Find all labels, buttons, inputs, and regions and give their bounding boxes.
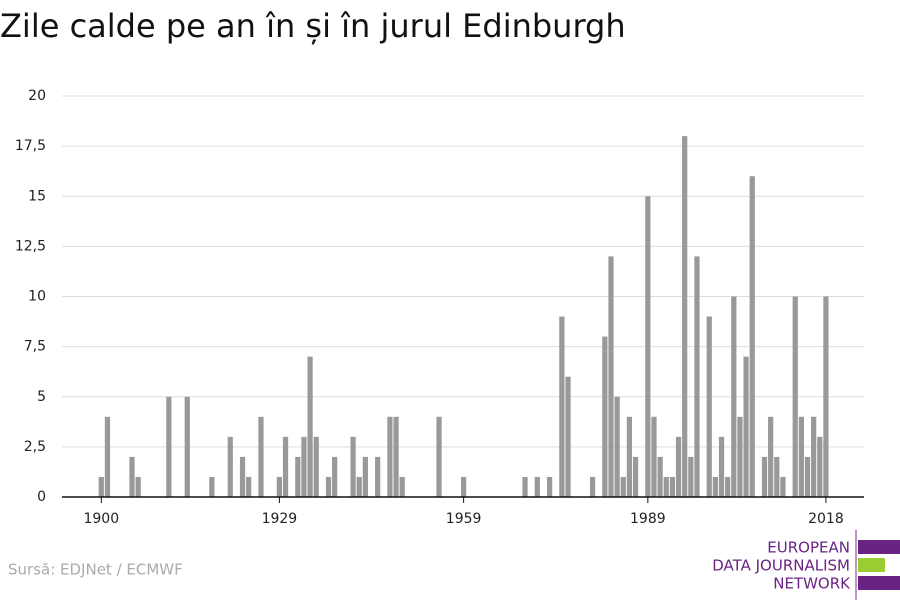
bar [276, 476, 282, 497]
bar [737, 416, 743, 497]
bar [387, 416, 393, 497]
bar [209, 476, 215, 497]
bar [694, 256, 700, 497]
bar [626, 416, 633, 497]
y-tick-label: 2,5 [24, 439, 46, 455]
y-tick-label: 0 [37, 489, 46, 505]
bar [350, 436, 356, 497]
chart-title: Zile calde pe an în și în jurul Edinburg… [0, 7, 626, 45]
bar [332, 456, 338, 497]
bar [227, 436, 233, 497]
bar [657, 456, 663, 497]
y-tick-label: 17,5 [15, 138, 46, 154]
bar [632, 456, 639, 497]
bar [559, 316, 565, 497]
y-tick-label: 10 [28, 289, 46, 305]
bar [614, 396, 620, 497]
bar [743, 356, 749, 497]
y-tick-label: 15 [28, 188, 46, 204]
bar [761, 456, 768, 497]
bar [811, 416, 817, 497]
x-tick-label: 1929 [262, 511, 298, 527]
bar [651, 416, 657, 497]
bar [546, 476, 553, 497]
bar [688, 456, 694, 497]
logo-text: EUROPEAN [767, 539, 850, 557]
bar [301, 436, 307, 497]
x-tick-label: 2018 [808, 511, 844, 527]
bar [534, 476, 540, 497]
bar [98, 476, 104, 497]
bar [184, 396, 190, 497]
y-tick-label: 20 [28, 88, 46, 104]
bar [768, 416, 774, 497]
y-tick-label: 5 [37, 389, 46, 405]
bar [774, 456, 780, 497]
bar [375, 456, 381, 497]
bar [780, 476, 786, 497]
bar [356, 476, 362, 497]
x-tick-label: 1989 [630, 511, 666, 527]
bar [798, 416, 804, 497]
bar [258, 416, 264, 497]
bar [675, 436, 682, 497]
bar [362, 456, 368, 497]
bar [135, 476, 141, 497]
bar [620, 476, 626, 497]
bar [239, 456, 246, 497]
bar [307, 356, 313, 497]
bar [706, 316, 712, 497]
logo-bar [858, 558, 885, 572]
bar [522, 476, 528, 497]
bar [804, 456, 811, 497]
bar [725, 476, 731, 497]
bar [166, 396, 172, 497]
bar [246, 476, 252, 497]
logo-text: NETWORK [773, 575, 851, 593]
bar [295, 456, 301, 497]
bar [436, 416, 442, 497]
bar [669, 476, 676, 497]
bar [663, 476, 669, 497]
bar [608, 256, 614, 497]
logo-bar [858, 576, 900, 590]
bar [104, 416, 111, 497]
bar [645, 196, 651, 497]
bar [823, 296, 829, 497]
bar [602, 336, 608, 497]
bar [565, 376, 571, 497]
bar [393, 416, 399, 497]
bar [731, 296, 737, 497]
bar [325, 476, 332, 497]
bar [682, 136, 688, 497]
logo-bar [858, 540, 900, 554]
y-tick-label: 7,5 [24, 339, 46, 355]
x-tick-label: 1900 [83, 511, 119, 527]
bar [282, 436, 289, 497]
bar [589, 476, 596, 497]
bar [399, 476, 405, 497]
bar [712, 476, 719, 497]
source: Sursă: EDJNet / ECMWF [8, 561, 183, 579]
bar [792, 296, 798, 497]
x-tick-label: 1959 [446, 511, 482, 527]
y-tick-label: 12,5 [15, 238, 46, 254]
bar [129, 456, 135, 497]
bar [461, 476, 467, 497]
bar [817, 436, 823, 497]
bar [313, 436, 319, 497]
logo-text: DATA JOURNALISM [712, 557, 850, 575]
bar [718, 436, 725, 497]
bar [749, 176, 755, 497]
